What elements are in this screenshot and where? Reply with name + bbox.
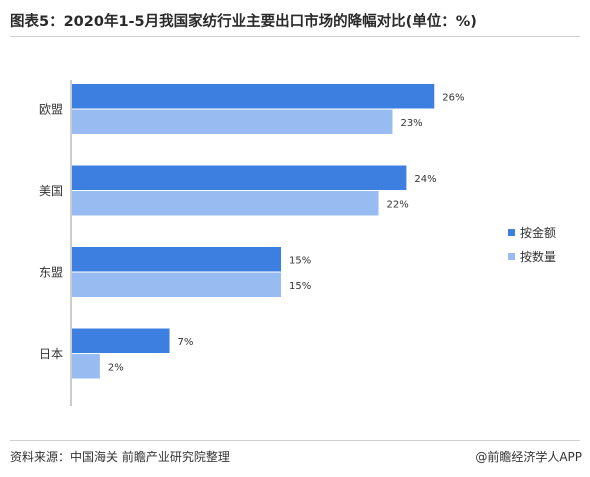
bar-quantity-3 [72,354,100,379]
brand-credit: @前瞻经济学人APP [475,450,582,464]
legend-label-amount: 按金额 [520,225,557,240]
legend: 按金额 按数量 [508,220,556,268]
legend-swatch-amount [508,228,515,236]
title-divider [10,36,580,37]
bar-amount-2 [72,247,281,272]
bar-amount-0 [72,84,435,109]
chart-title: 图表5：2020年1-5月我国家纺行业主要出口市场的降幅对比(单位：%) [10,14,477,30]
footer-divider [10,440,580,441]
bar-quantity-2 [72,272,281,297]
data-label-amount-2: 15% [289,255,311,266]
source-note: 资料来源：中国海关 前瞻产业研究院整理 [10,450,230,464]
legend-item-quantity: 按数量 [508,244,556,268]
legend-label-quantity: 按数量 [520,249,557,264]
data-label-amount-1: 24% [414,174,436,185]
category-label-0: 欧盟 [39,103,63,117]
data-label-quantity-1: 22% [387,199,409,210]
data-label-quantity-0: 23% [400,118,422,129]
bar-amount-3 [72,328,170,353]
bar-amount-1 [72,165,407,190]
bar-quantity-0 [72,109,393,134]
category-label-2: 东盟 [39,266,63,280]
legend-item-amount: 按金额 [508,220,556,244]
category-label-1: 美国 [39,184,63,198]
data-label-quantity-3: 2% [108,362,124,373]
legend-swatch-quantity [508,252,515,260]
category-label-3: 日本 [39,347,63,361]
data-label-quantity-2: 15% [289,281,311,292]
data-label-amount-0: 26% [442,92,464,103]
bar-quantity-1 [72,191,379,216]
data-label-amount-3: 7% [178,337,194,348]
